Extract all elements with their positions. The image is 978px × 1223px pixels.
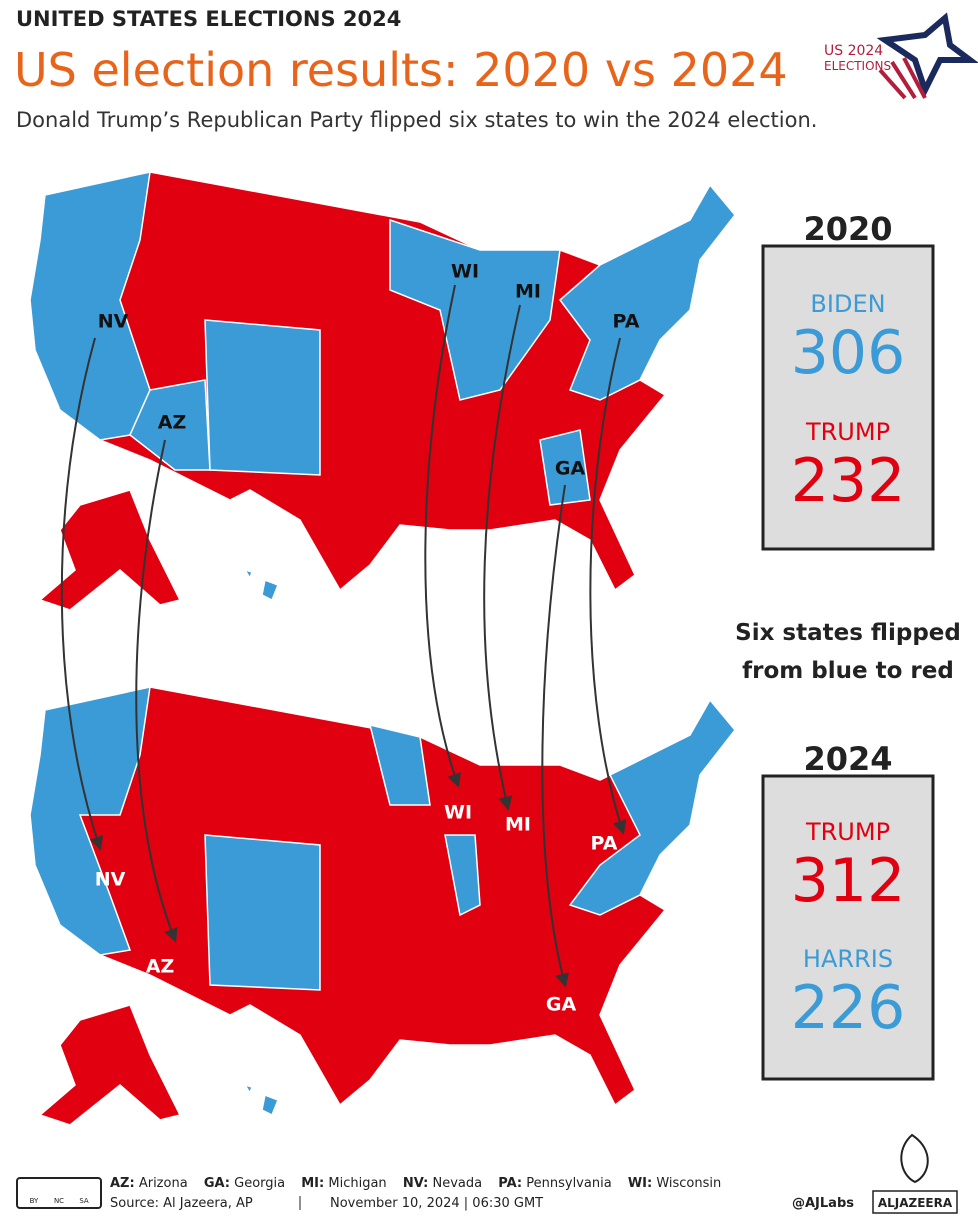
legend-name: Arizona: [139, 1176, 188, 1191]
kicker: UNITED STATES ELECTIONS 2024: [16, 7, 401, 31]
state-label: MI: [515, 281, 541, 303]
license: BY: [30, 1197, 39, 1205]
state-label: NV: [98, 311, 129, 333]
legend-abbr: AZ:: [110, 1176, 135, 1191]
handle: @AJLabs: [792, 1196, 854, 1211]
svg-text:AZ: Arizona GA: Georgia MI: AZ: Arizona GA: Georgia MI: Michigan NV:…: [110, 1176, 721, 1191]
legend-name: Michigan: [328, 1176, 386, 1191]
candidate: HARRIS: [803, 945, 893, 973]
state-label: AZ: [158, 412, 186, 434]
legend-abbr: GA:: [204, 1176, 230, 1191]
candidate: BIDEN: [810, 290, 885, 318]
date: November 10, 2024 | 06:30 GMT: [330, 1196, 543, 1211]
logo-text: ELECTIONS: [824, 59, 891, 73]
legend-name: Pennsylvania: [526, 1176, 611, 1191]
map-2020: [29, 171, 736, 611]
legend-name: Nevada: [433, 1176, 483, 1191]
state-label: MI: [505, 814, 531, 836]
candidate: TRUMP: [805, 818, 890, 846]
result-2020: 2020 BIDEN 306 TRUMP 232: [761, 210, 935, 551]
legend-abbr: WI:: [628, 1176, 652, 1191]
logo-text: US 2024: [824, 43, 883, 59]
state-label: GA: [546, 994, 577, 1016]
brand: ALJAZEERA: [878, 1196, 953, 1210]
title: US election results: 2020 vs 2024: [14, 43, 788, 97]
legend-abbr: PA:: [498, 1176, 522, 1191]
flip-arrows: [60, 284, 627, 988]
map-2024: [29, 686, 736, 1126]
legend-name: Georgia: [234, 1176, 285, 1191]
state-label: PA: [613, 311, 640, 333]
candidate: TRUMP: [805, 418, 890, 446]
note: Six states flipped from blue to red: [735, 620, 961, 684]
votes: 232: [791, 446, 906, 516]
footer: BY NC SA AZ: Arizona GA: Georgia MI: Mic…: [16, 1133, 958, 1214]
votes: 226: [791, 973, 906, 1043]
votes: 306: [791, 318, 906, 388]
license: SA: [79, 1197, 89, 1205]
logo: US 2024 ELECTIONS: [824, 12, 978, 100]
note-line: Six states flipped: [735, 620, 961, 646]
votes: 312: [791, 846, 906, 916]
legend-name: Wisconsin: [656, 1176, 721, 1191]
year: 2020: [803, 210, 892, 248]
bottom-labels: NV AZ WI MI PA GA: [95, 802, 618, 1016]
state-label: WI: [451, 261, 479, 283]
state-label: AZ: [146, 956, 174, 978]
state-label: NV: [95, 869, 126, 891]
result-2024: 2024 TRUMP 312 HARRIS 226: [761, 740, 935, 1081]
top-labels: NV AZ WI MI PA GA: [98, 261, 640, 480]
legend-abbr: MI:: [301, 1176, 324, 1191]
year: 2024: [803, 740, 892, 778]
license: NC: [54, 1197, 64, 1205]
state-label: WI: [444, 802, 472, 824]
state-label: GA: [555, 458, 586, 480]
note-line: from blue to red: [742, 658, 954, 684]
subtitle: Donald Trump’s Republican Party flipped …: [16, 108, 817, 132]
legend-abbr: NV:: [403, 1176, 429, 1191]
state-label: PA: [591, 833, 618, 855]
source: Source: Al Jazeera, AP: [110, 1196, 253, 1211]
